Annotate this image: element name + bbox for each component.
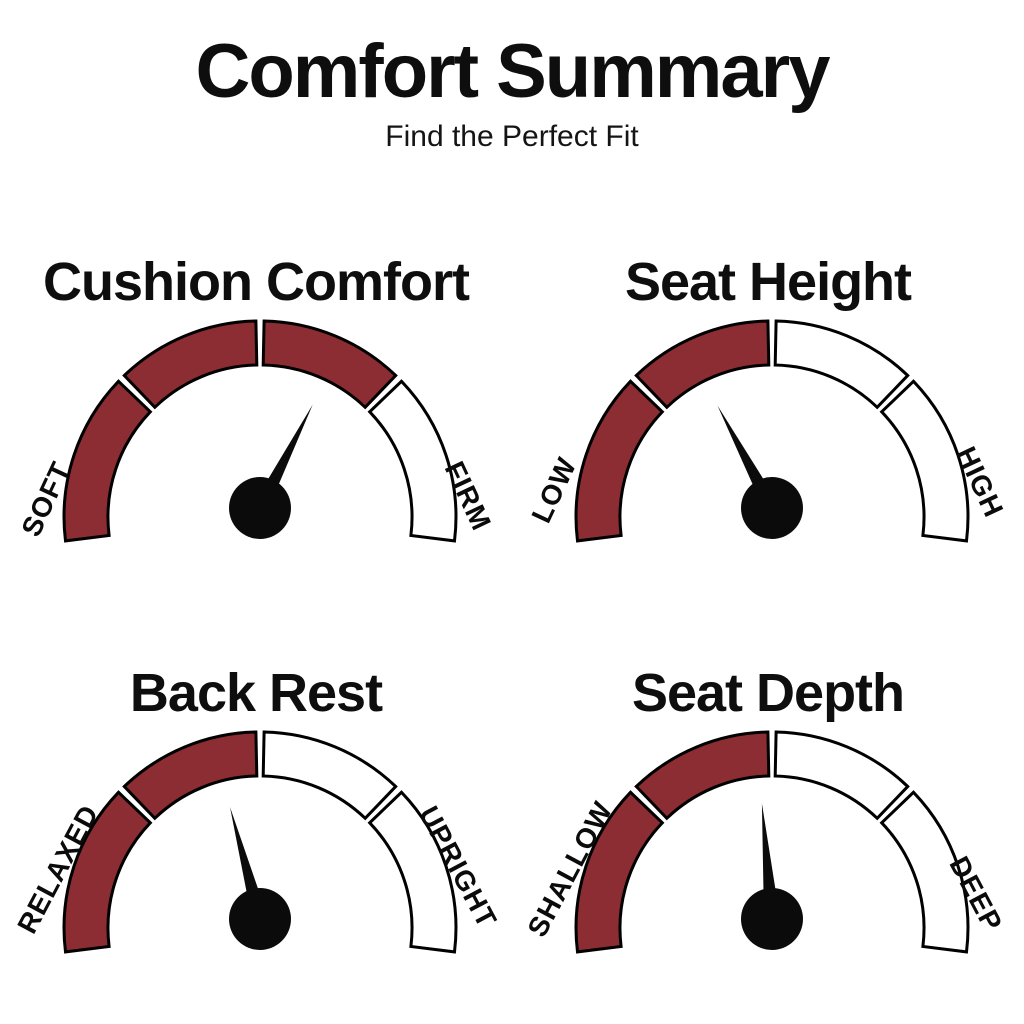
gauge-dial: LOW HIGH [526,319,1010,543]
gauge-pivot [229,888,291,950]
gauge-min-label: LOW [526,452,583,527]
gauge-segment [773,730,910,821]
gauge-segment [62,379,153,543]
gauge-title: Seat Depth [631,663,905,723]
gauge-segment [773,319,910,410]
gauge-segment [879,379,970,543]
gauge-dial: RELAXED UPRIGHT [11,730,503,954]
gauge-card-seat-depth: SHALLOW DEEP Seat Depth [512,663,1024,994]
page-title: Comfort Summary [195,29,831,114]
gauge-segment [367,790,458,954]
gauge-segment [634,730,771,821]
gauge-pivot [229,477,291,539]
gauge-dial: SOFT FIRM [15,319,497,543]
gauge-dial: SHALLOW DEEP [521,730,1009,954]
gauge-segment [634,319,771,410]
gauge-segment [574,379,665,543]
gauge-segment [261,730,398,821]
gauge-segment [62,790,153,954]
gauge-segment [122,730,259,821]
gauge-card-seat-height: LOW HIGH Seat Height [512,252,1024,583]
page-subtitle: Find the Perfect Fit [385,120,639,153]
gauge-pivot [741,888,803,950]
gauge-segment [261,319,398,410]
gauge-title: Back Rest [129,663,383,723]
gauge-card-back-rest: RELAXED UPRIGHT Back Rest [0,663,512,994]
gauge-segment [879,790,970,954]
gauge-card-cushion-comfort: SOFT FIRM Cushion Comfort [0,252,512,583]
gauge-title: Seat Height [624,252,912,312]
gauge-segment [367,379,458,543]
gauge-title: Cushion Comfort [43,252,470,312]
gauge-segment [122,319,259,410]
gauge-segment [574,790,665,954]
gauge-pivot [741,477,803,539]
